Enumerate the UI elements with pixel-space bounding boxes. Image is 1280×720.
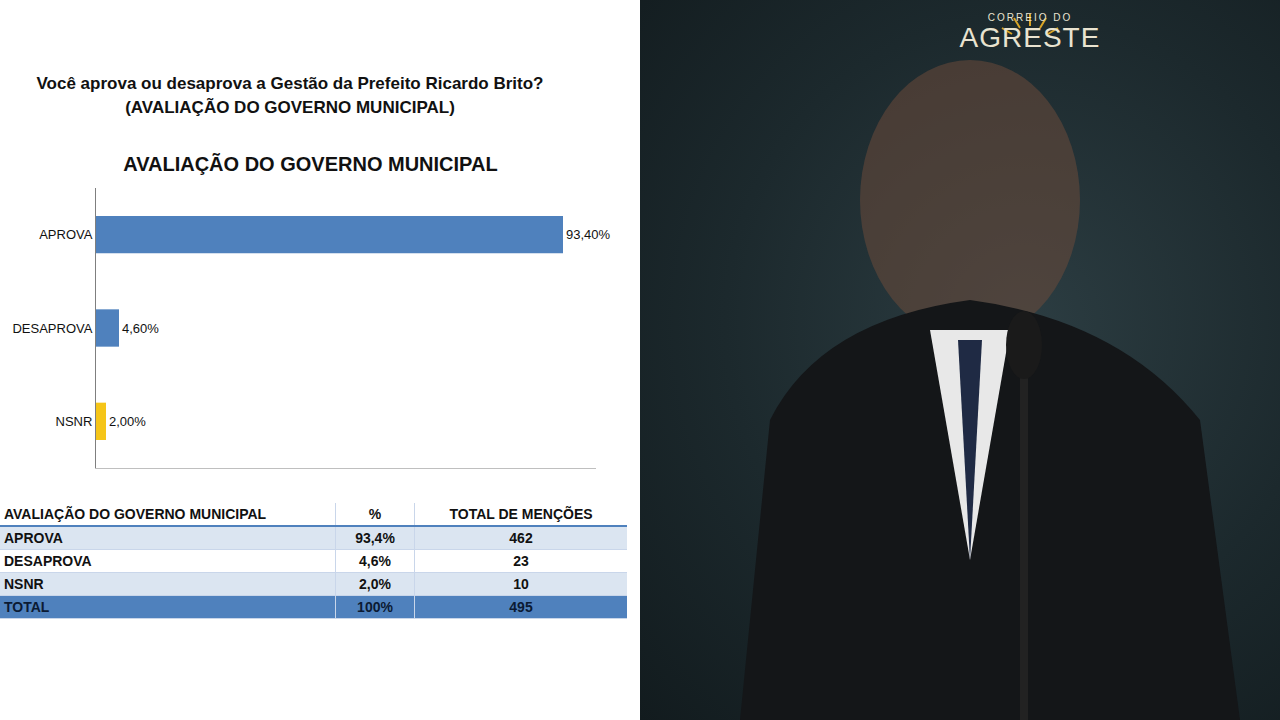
svg-text:DESAPROVA: DESAPROVA bbox=[12, 321, 92, 336]
svg-text:AVALIAÇÃO DO GOVERNO MUNICIPAL: AVALIAÇÃO DO GOVERNO MUNICIPAL bbox=[123, 153, 497, 175]
html-text:93,4%: 93,4% bbox=[355, 530, 395, 546]
html-text:CORREIO DO: CORREIO DO bbox=[987, 12, 1073, 23]
html-text:(AVALIAÇÃO DO GOVERNO MUNICIPA: (AVALIAÇÃO DO GOVERNO MUNICIPAL) bbox=[125, 98, 455, 117]
html-text:AVALIAÇÃO DO GOVERNO MUNICIPAL: AVALIAÇÃO DO GOVERNO MUNICIPAL bbox=[4, 506, 267, 522]
html-text:NSNR: NSNR bbox=[4, 576, 44, 592]
svg-text:2,00%: 2,00% bbox=[109, 414, 146, 429]
html-text:AGRESTE: AGRESTE bbox=[959, 22, 1101, 53]
html-text:Você aprova ou desaprova a Ges: Você aprova ou desaprova a Gestão da Pre… bbox=[36, 74, 544, 93]
html-text:495: 495 bbox=[509, 599, 533, 615]
html-text:10: 10 bbox=[513, 576, 529, 592]
html-text:APROVA: APROVA bbox=[4, 530, 63, 546]
html-text:TOTAL: TOTAL bbox=[4, 599, 50, 615]
html-text:2,0%: 2,0% bbox=[359, 576, 391, 592]
svg-text:APROVA: APROVA bbox=[39, 227, 93, 242]
html-text:TOTAL DE MENÇÕES: TOTAL DE MENÇÕES bbox=[449, 506, 593, 522]
html-text:DESAPROVA: DESAPROVA bbox=[4, 553, 92, 569]
html-text:4,6%: 4,6% bbox=[359, 553, 391, 569]
svg-text:NSNR: NSNR bbox=[56, 414, 93, 429]
html-text:23: 23 bbox=[513, 553, 529, 569]
html-text:462: 462 bbox=[509, 530, 533, 546]
html-text:100%: 100% bbox=[357, 599, 393, 615]
svg-text:93,40%: 93,40% bbox=[566, 227, 611, 242]
svg-text:4,60%: 4,60% bbox=[122, 321, 159, 336]
